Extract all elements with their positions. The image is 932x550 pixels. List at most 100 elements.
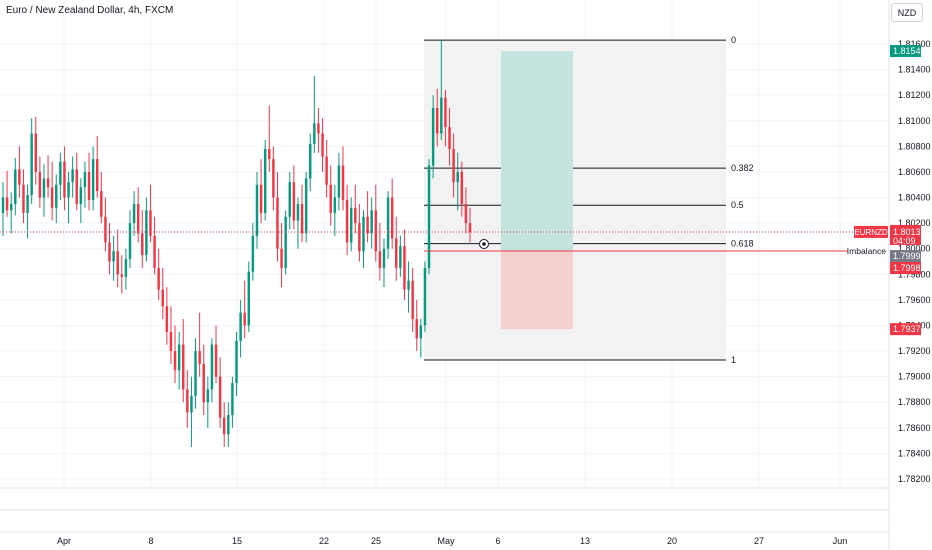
candle-body [108,242,111,262]
candle-body [399,246,402,268]
price-tick-label: 1.80600 [898,167,931,177]
stop-price-tag: 1.79371 [893,324,926,334]
candle-down [75,152,78,211]
candle-down [186,370,189,428]
price-tick-label: 1.81000 [898,116,931,126]
candle-body [79,187,83,204]
candle-down [149,184,152,243]
candle-body [124,258,128,277]
candle-down [444,90,447,147]
long-position-tool[interactable] [501,51,573,330]
time-tick-label: 25 [371,536,381,546]
candle-body [116,251,119,275]
candle-up [239,299,242,358]
candle-body [46,178,50,188]
candle-body [321,133,324,157]
candle-body [38,171,42,198]
candle-up [251,223,255,281]
candle-body [300,203,304,234]
candle-down [38,156,42,208]
candle-body [141,233,144,256]
candle-body [427,165,431,268]
candle-body [423,267,427,326]
fib-background [424,40,726,361]
fib-level-label: 0.382 [731,163,754,173]
candle-up [386,191,390,259]
candle-down [292,165,296,230]
time-tick-label: May [437,536,455,546]
candle-down [34,116,38,185]
price-tick-label: 1.81200 [898,90,931,100]
candle-down [165,287,169,345]
price-axis[interactable]: 1.81600 1.81400 1.81200 1.81000 1.80800 1.806… [890,39,931,484]
candle-body [435,107,439,134]
price-lines: Imbalance EURNZD [0,225,888,258]
candle-body [173,351,177,371]
candle-down [411,267,414,332]
candle-body [18,169,21,185]
candle-body [292,182,296,221]
candle-body [374,210,378,252]
candle-up [132,191,136,236]
candle-up [227,402,230,448]
candle-up [427,159,431,275]
candle-body [243,312,246,326]
candle-up [124,248,128,290]
entry-price-tag-bg [890,262,921,275]
candle-down [390,178,394,249]
candle-up [255,171,259,249]
candle-body [276,197,279,249]
candle-down [464,187,468,234]
candle-body [157,267,160,290]
candle-body [440,97,443,134]
candle-down [136,187,140,243]
candle-body [284,216,287,268]
candle-down [276,171,279,262]
candle-down [153,216,156,275]
candle-body [30,133,33,195]
candle-down [46,155,50,198]
candle-body [149,210,152,236]
candle-body [210,344,214,390]
candle-body [202,363,205,403]
candle-down [378,223,382,281]
candle-body [259,184,263,213]
candle-body [263,148,267,213]
candle-body [165,306,169,332]
candle-down [120,255,124,294]
candle-body [50,187,54,208]
candle-up [382,238,386,288]
candle-body [304,178,308,234]
candle-up [83,161,87,208]
candle-body [415,319,418,339]
candle-body [22,184,25,213]
price-tick-label: 1.81600 [898,39,931,49]
candle-body [333,197,337,213]
candle-body [378,251,382,268]
fibonacci-retracement[interactable]: 0 0.382 0.5 0.618 1 [424,35,754,365]
candle-up [431,95,435,179]
currency-button[interactable]: NZD [891,3,923,22]
candle-body [247,271,251,326]
price-tick-label: 1.80800 [898,141,931,151]
candle-body [34,133,38,172]
last-price-tag-bg [890,224,921,245]
candle-up [9,192,13,234]
candle-up [194,338,197,409]
time-tick-label: 15 [232,536,242,546]
candle-body [186,389,189,413]
price-tick-label: 1.79600 [898,295,931,305]
time-tick-label: 13 [580,536,590,546]
price-tick-label: 1.79800 [898,269,931,279]
candle-body [419,325,423,339]
time-axis[interactable]: Apr 8 15 22 25 May 6 13 20 27 Jun [57,536,847,546]
candle-up [79,178,83,224]
candle-up [456,152,459,211]
candle-body [136,203,140,234]
target-zone [501,51,573,252]
candle-body [325,156,328,185]
candle-down [182,319,185,403]
candle-down [141,210,144,268]
candle-down [243,280,246,339]
